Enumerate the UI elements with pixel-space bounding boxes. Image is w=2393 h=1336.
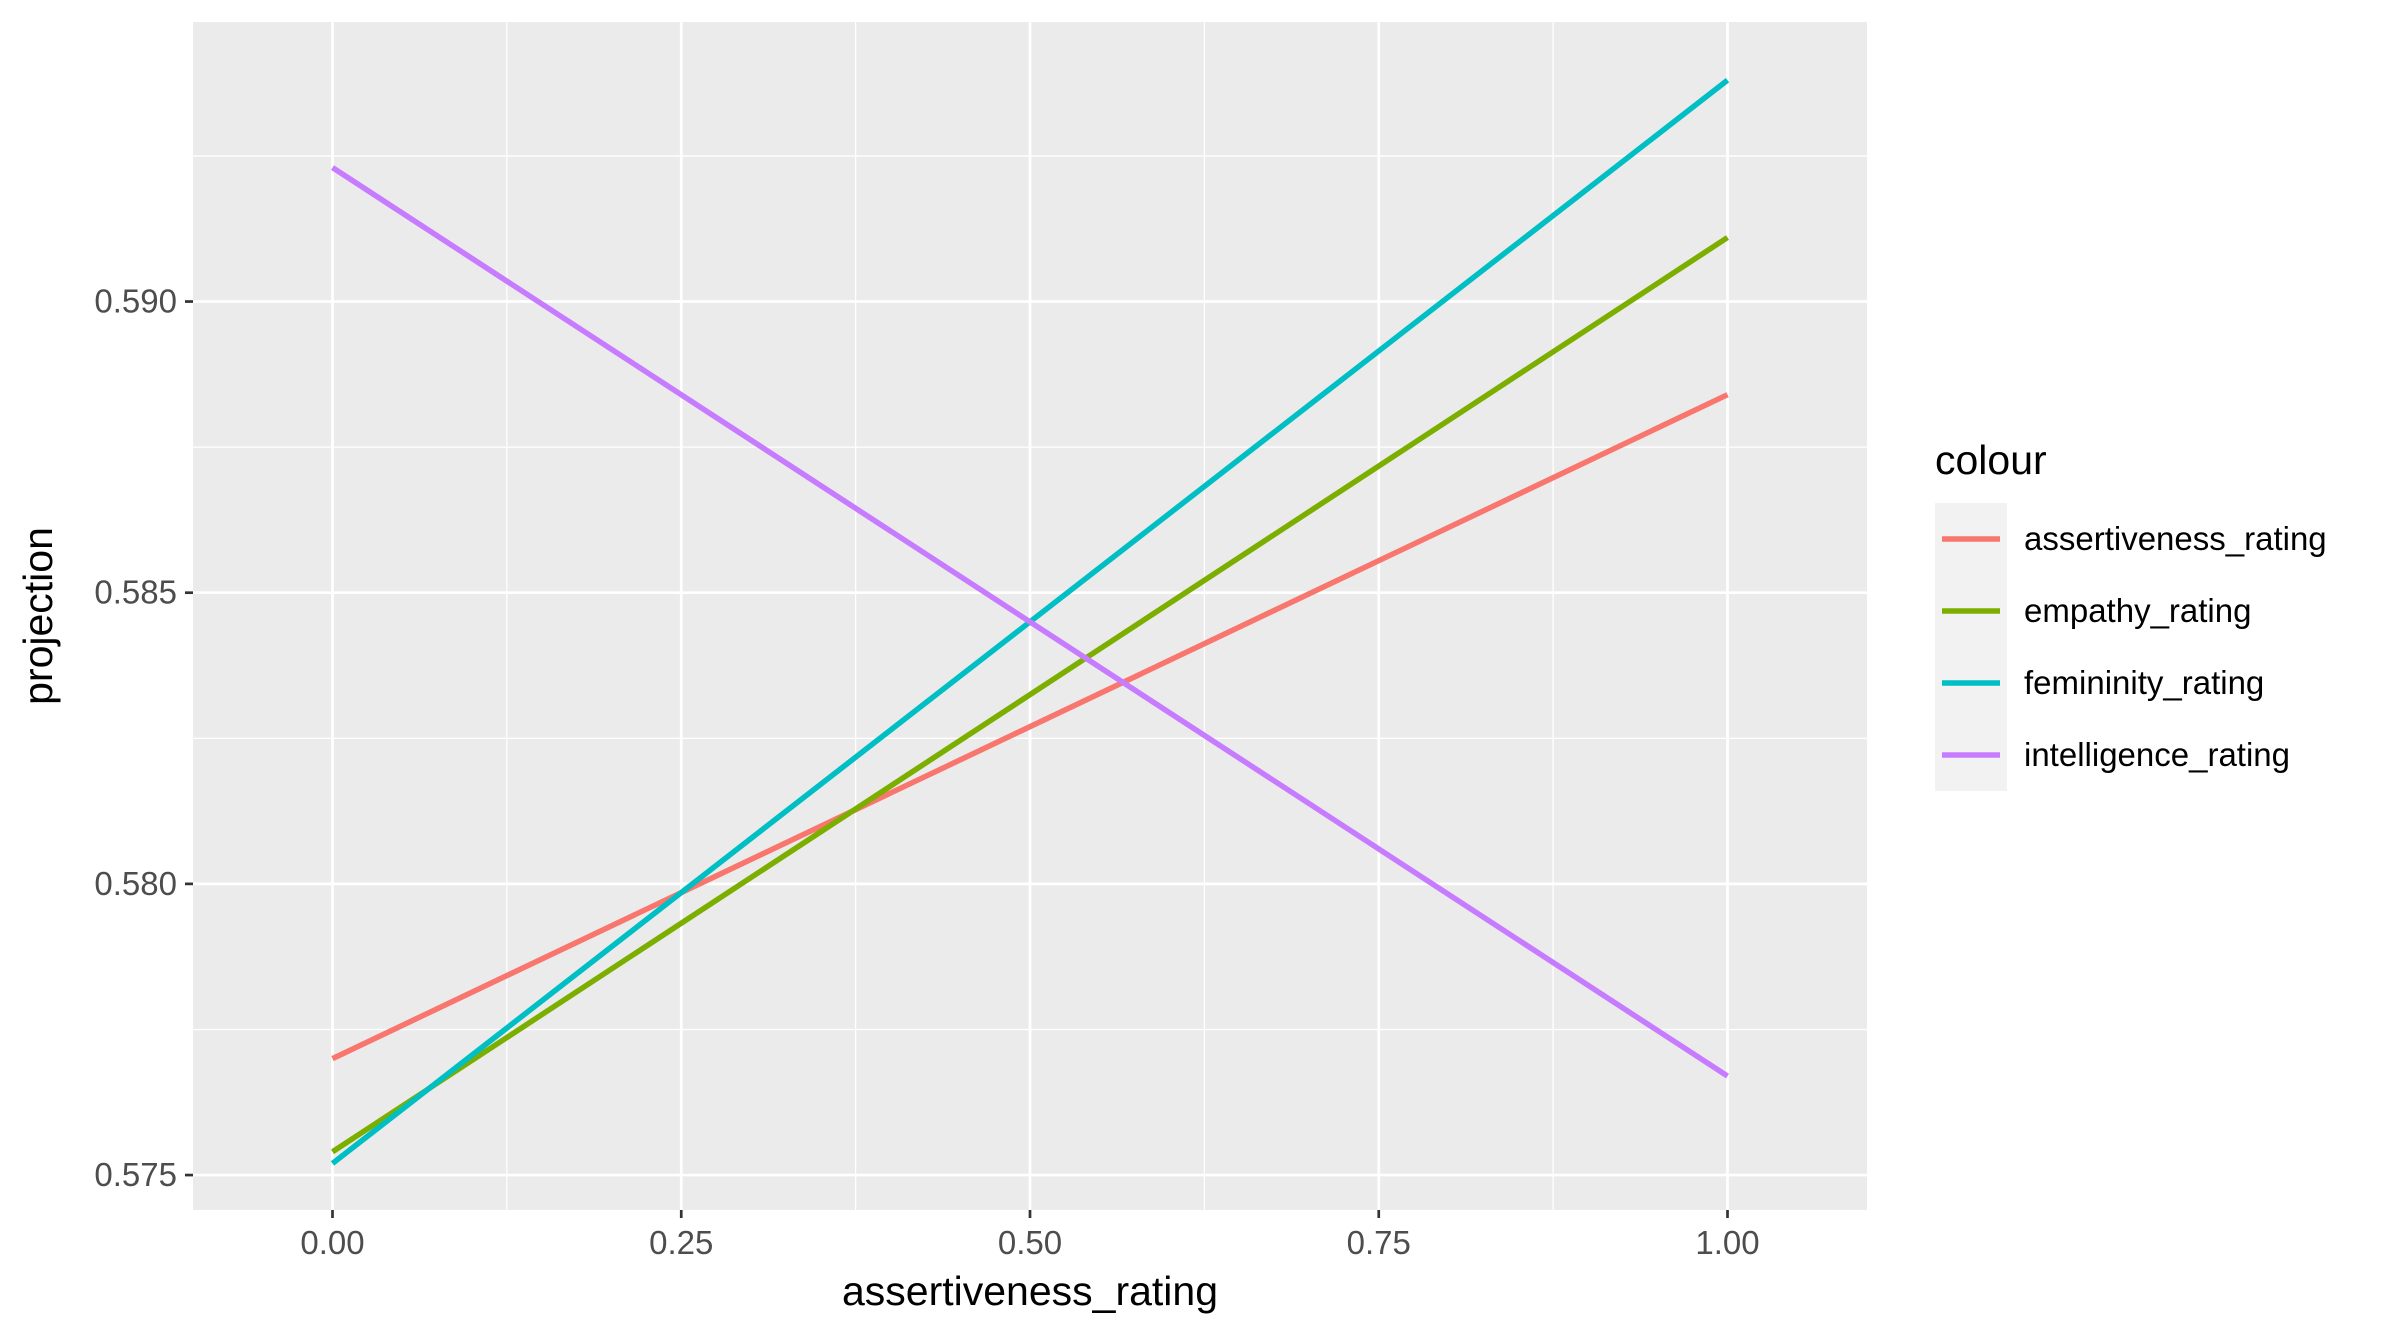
series-line-assertiveness-rating: [331, 392, 1729, 1062]
x-tick-label: 0.50: [998, 1224, 1062, 1261]
series-line-intelligence-rating: [330, 165, 1730, 1079]
series-line-empathy-rating: [330, 235, 1730, 1155]
legend-item: femininity_rating: [1942, 664, 2264, 701]
y-tick-label: 0.575: [94, 1156, 177, 1193]
x-axis-title: assertiveness_rating: [842, 1268, 1218, 1314]
y-tick-label: 0.585: [94, 574, 177, 611]
axis-ticks: [185, 300, 1729, 1218]
legend-key-background: [1935, 503, 2007, 791]
y-tick-labels: 0.575 0.580 0.585 0.590: [94, 283, 177, 1194]
x-tick-labels: 0.00 0.25 0.50 0.75 1.00: [300, 1224, 1759, 1261]
y-tick-label: 0.590: [94, 283, 177, 320]
major-gridlines: [193, 22, 1867, 1210]
x-tick-label: 0.75: [1347, 1224, 1411, 1261]
legend-item: intelligence_rating: [1942, 736, 2290, 773]
y-tick-label: 0.580: [94, 865, 177, 902]
legend-item: empathy_rating: [1942, 592, 2251, 629]
legend-item: assertiveness_rating: [1942, 520, 2327, 557]
series-lines: [330, 78, 1730, 1166]
legend: colour assertiveness_rating empathy_ratin…: [1935, 437, 2327, 791]
x-tick-label: 0.00: [300, 1224, 364, 1261]
x-tick-label: 0.25: [649, 1224, 713, 1261]
legend-label: intelligence_rating: [2024, 736, 2290, 773]
x-tick-label: 1.00: [1695, 1224, 1759, 1261]
y-axis-title: projection: [15, 527, 61, 705]
legend-title: colour: [1935, 437, 2047, 483]
legend-label: empathy_rating: [2024, 592, 2251, 629]
legend-label: femininity_rating: [2024, 664, 2264, 701]
legend-items: assertiveness_rating empathy_ratingfemini…: [1942, 520, 2327, 773]
legend-label: assertiveness_rating: [2024, 520, 2327, 557]
